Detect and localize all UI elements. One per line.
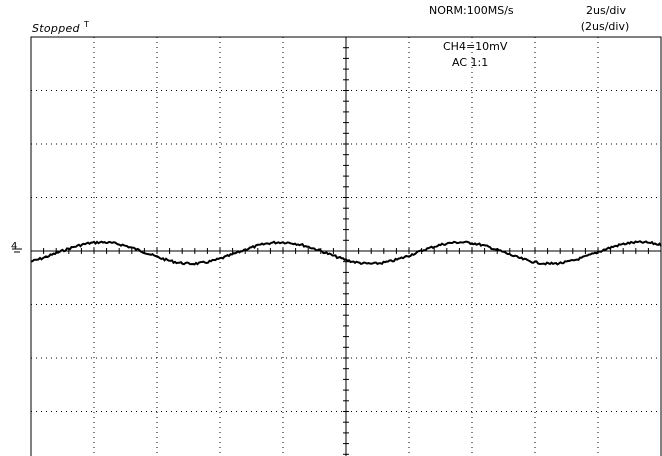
channel-scale-readout: CH4=10mV (443, 40, 508, 53)
timebase-per-div: 2us/div (586, 4, 626, 17)
graticule (30, 36, 662, 456)
trigger-position-marker: T (84, 20, 89, 29)
channel-coupling-readout: AC 1:1 (452, 56, 489, 69)
zoom-timebase-per-div: (2us/div) (580, 20, 630, 33)
acquisition-status: Stopped (32, 22, 80, 35)
ground-level-marker: 4 (11, 241, 22, 253)
acquisition-mode-sample-rate: NORM:100MS/s (429, 4, 514, 17)
channel-4-trace (30, 240, 662, 266)
svg-text:4: 4 (11, 241, 17, 252)
